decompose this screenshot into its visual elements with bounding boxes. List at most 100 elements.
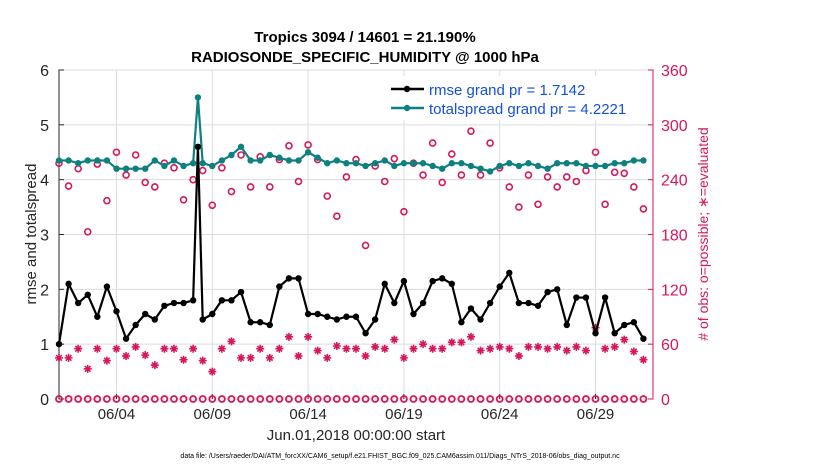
totalspread-point xyxy=(180,162,187,170)
evaluated-obs-point xyxy=(361,352,370,361)
possible-obs-point xyxy=(380,177,389,186)
totalspread-point xyxy=(563,160,570,167)
rmse-point xyxy=(151,316,159,323)
rmse-series xyxy=(55,143,647,348)
baseline-point xyxy=(237,395,245,403)
legend-box xyxy=(382,76,652,120)
legend-spread-label: totalspread grand pr = 4.2221 xyxy=(429,101,626,118)
totalspread-point xyxy=(324,160,331,167)
evaluated-obs-point xyxy=(284,332,293,341)
baseline-point xyxy=(419,395,427,403)
possible-obs-point xyxy=(562,173,571,181)
rmse-point xyxy=(161,302,168,309)
x-axis-label: Jun.01,2018 00:00:00 start xyxy=(267,427,446,444)
baseline-point xyxy=(323,395,332,403)
totalspread-point xyxy=(94,157,101,164)
evaluated-obs-point xyxy=(112,344,121,353)
rmse-point xyxy=(496,283,503,290)
evaluated-obs-point xyxy=(409,344,418,353)
totalspread-point xyxy=(218,157,226,164)
evaluated-obs-point xyxy=(380,344,389,353)
legend: rmse grand pr = 1.7142 totalspread grand… xyxy=(382,76,652,120)
rmse-point xyxy=(247,319,254,326)
evaluated-obs-point xyxy=(399,353,408,362)
evaluated-obs-point xyxy=(64,353,73,362)
rmse-point xyxy=(285,275,293,282)
baseline-point xyxy=(371,395,380,403)
evaluated-obs-point xyxy=(486,344,495,353)
rmse-point xyxy=(189,297,197,304)
rmse-point xyxy=(573,294,580,301)
possible-obs-point xyxy=(476,171,485,179)
y-right-axis-label: # of obs: o=possible; ∗=evaluated xyxy=(695,127,711,340)
rmse-point xyxy=(544,288,551,296)
evaluated-obs-point xyxy=(610,342,619,351)
totalspread-point xyxy=(592,162,599,170)
totalspread-point xyxy=(400,160,408,167)
baseline-point xyxy=(103,395,111,403)
possible-obs-point xyxy=(131,151,140,159)
evaluated-obs-point xyxy=(639,355,648,364)
possible-obs-point xyxy=(285,142,293,150)
totalspread-point xyxy=(448,160,456,167)
totalspread-point xyxy=(467,162,475,170)
possible-obs-point xyxy=(112,148,121,157)
chart-title: Tropics 3094 / 14601 = 21.190% xyxy=(254,29,475,46)
rmse-point xyxy=(132,321,139,329)
baseline-point xyxy=(610,395,619,403)
rmse-point xyxy=(601,294,609,301)
totalspread-point xyxy=(333,157,341,164)
rmse-point xyxy=(84,291,91,299)
x-tick-label: 06/24 xyxy=(481,406,519,423)
evaluated-obs-point xyxy=(495,342,504,351)
evaluated-obs-point xyxy=(562,346,571,355)
evaluated-obs-point xyxy=(352,344,360,353)
evaluated-obs-point xyxy=(629,347,638,356)
rmse-point xyxy=(534,302,542,309)
evaluated-obs-point xyxy=(246,353,255,362)
baseline-point xyxy=(342,395,351,403)
y-tick-label: 5 xyxy=(40,118,49,135)
rmse-point xyxy=(419,299,427,307)
evaluated-obs-point xyxy=(534,342,543,351)
evaluated-obs-point xyxy=(572,342,581,351)
possible-obs-point xyxy=(620,169,629,178)
baseline-point xyxy=(83,395,92,403)
possible-obs-point xyxy=(333,212,341,221)
evaluated-obs-point xyxy=(323,353,332,362)
totalspread-point xyxy=(295,157,302,164)
rmse-point xyxy=(506,269,513,277)
totalspread-point xyxy=(410,160,417,167)
y-right-tick-label: 60 xyxy=(661,337,679,354)
baseline-point xyxy=(74,395,83,403)
possible-obs-point xyxy=(486,139,494,147)
possible-obs-point xyxy=(227,187,236,196)
y-tick-label: 6 xyxy=(40,63,49,80)
rmse-point xyxy=(381,280,388,288)
possible-obs-point xyxy=(122,171,130,179)
y-right-tick-label: 300 xyxy=(661,118,688,135)
possible-obs-point xyxy=(630,183,638,191)
possible-obs-point xyxy=(179,195,188,204)
evaluated-obs-point xyxy=(227,337,236,346)
evaluated-obs-point xyxy=(131,342,140,351)
totalspread-point xyxy=(553,160,561,167)
baseline-point xyxy=(189,395,198,403)
possible-obs-point xyxy=(218,163,226,172)
legend-rmse-label: rmse grand pr = 1.7142 xyxy=(429,82,585,99)
rmse-point xyxy=(371,316,379,323)
rmse-point xyxy=(199,316,206,323)
evaluated-obs-point xyxy=(428,344,437,353)
possible-obs-point xyxy=(534,200,542,209)
totalspread-point xyxy=(55,157,63,164)
baseline-point xyxy=(217,395,226,403)
possible-obs-point xyxy=(448,150,456,158)
evaluated-obs-point xyxy=(447,338,456,347)
baseline-point xyxy=(160,395,169,403)
baseline-point xyxy=(543,395,552,403)
baseline-point xyxy=(198,395,207,403)
evaluated-obs-point xyxy=(93,344,102,353)
possible-obs-point xyxy=(400,207,408,216)
baseline-point xyxy=(428,395,437,403)
possible-obs-point xyxy=(141,178,150,187)
